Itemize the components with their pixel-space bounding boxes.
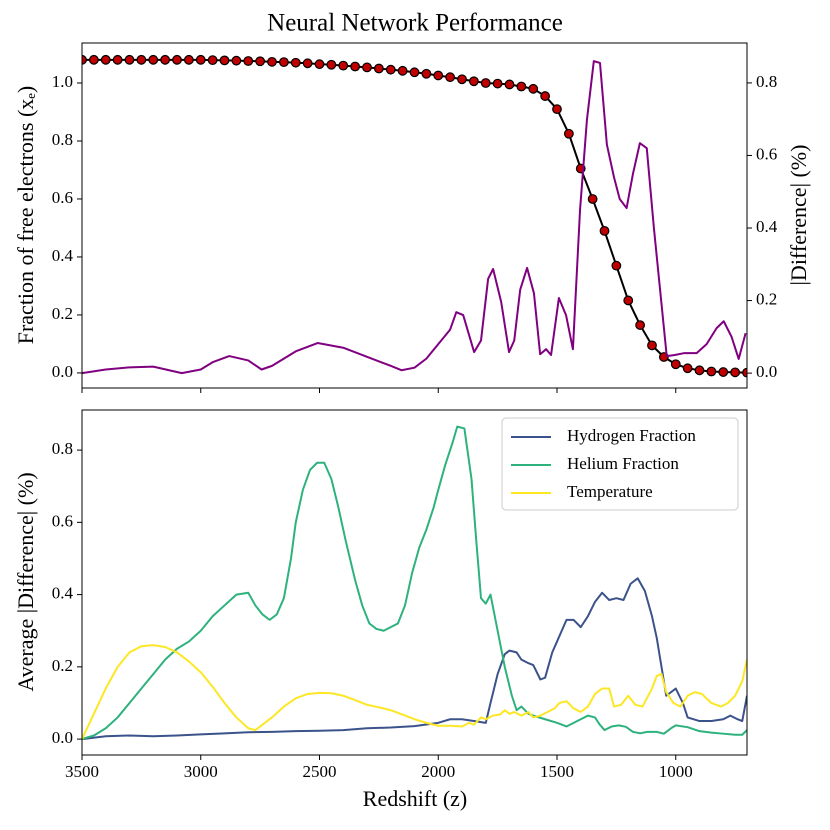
data-point	[397, 65, 408, 76]
data-point	[314, 59, 325, 70]
axes-frame	[81, 42, 748, 389]
data-line	[82, 425, 747, 741]
x-tick-label: 2000	[421, 762, 455, 781]
data-point	[136, 54, 147, 65]
data-point	[124, 54, 135, 65]
legend-label: Hydrogen Fraction	[567, 426, 696, 445]
y-tick-label: 0.4	[52, 584, 74, 603]
data-point	[528, 83, 539, 94]
x-axis-label: Redshift (z)	[363, 786, 467, 811]
data-point	[457, 74, 467, 85]
data-point	[670, 359, 681, 370]
legend-label: Helium Fraction	[567, 454, 679, 473]
data-point	[338, 60, 349, 71]
y-tick-label: 0.8	[52, 439, 73, 458]
data-point	[563, 128, 574, 139]
data-point	[468, 76, 479, 87]
data-point	[326, 59, 337, 70]
x-tick-label: 3000	[184, 762, 218, 781]
data-point	[647, 340, 657, 351]
legend-box	[501, 417, 739, 511]
x-tick-label: 1500	[540, 762, 574, 781]
data-point	[706, 366, 717, 377]
plot-area	[82, 54, 747, 378]
data-point	[682, 363, 693, 374]
data-point	[160, 54, 171, 65]
data-point	[231, 55, 242, 66]
data-point	[183, 54, 194, 65]
data-point	[267, 56, 277, 67]
data-point	[552, 104, 562, 115]
data-point	[219, 55, 230, 66]
data-point	[421, 68, 432, 79]
data-point	[623, 295, 634, 306]
data-point	[730, 367, 741, 378]
data-point	[718, 367, 729, 377]
y-tick-label: 0.2	[52, 304, 73, 323]
y2-tick-label: 0.2	[756, 289, 777, 308]
data-point	[302, 58, 313, 69]
data-point	[195, 54, 206, 65]
y2-tick-label: 0.4	[756, 217, 778, 236]
legend-label: Temperature	[567, 482, 653, 501]
x-tick-label: 3500	[65, 762, 99, 781]
data-point	[516, 81, 527, 92]
y-tick-label: 0.6	[52, 188, 73, 207]
data-point	[504, 79, 515, 90]
data-point	[88, 54, 99, 65]
data-point	[445, 72, 456, 83]
y-tick-label: 0.6	[52, 511, 73, 530]
data-point	[148, 54, 159, 65]
data-point	[243, 56, 254, 66]
data-point	[255, 56, 266, 67]
data-point	[82, 54, 87, 65]
data-point	[694, 365, 705, 376]
data-point	[587, 194, 598, 204]
y2-axis-label: |Difference| (%)	[786, 145, 811, 286]
data-point	[635, 320, 646, 330]
y2-tick-label: 0.6	[756, 144, 777, 163]
data-point	[373, 63, 384, 74]
data-point	[540, 91, 551, 101]
y-tick-label: 1.0	[52, 72, 73, 91]
y-tick-label: 0.8	[52, 130, 73, 149]
y2-tick-label: 0.8	[756, 72, 777, 91]
data-point	[278, 57, 289, 68]
data-line	[82, 577, 747, 741]
y-tick-label: 0.2	[52, 656, 73, 675]
y-axis-label: Fraction of free electrons (xₑ)	[13, 86, 38, 345]
data-point	[611, 260, 622, 271]
data-point	[362, 62, 372, 73]
data-point	[492, 78, 503, 89]
x-tick-label: 1000	[659, 762, 693, 781]
data-point	[207, 55, 218, 66]
y-axis-label: Average |Difference| (%)	[13, 472, 38, 691]
data-point	[290, 57, 301, 68]
data-point	[112, 54, 123, 65]
x-tick-label: 2500	[303, 762, 337, 781]
data-point	[480, 78, 491, 88]
data-line	[82, 644, 747, 740]
data-point	[599, 225, 610, 236]
data-line	[82, 60, 747, 375]
y-tick-label: 0.0	[52, 728, 73, 747]
data-point	[172, 54, 182, 65]
data-point	[742, 367, 747, 378]
axes-frame	[81, 409, 748, 756]
y2-tick-label: 0.0	[756, 362, 777, 381]
data-point	[100, 54, 111, 65]
chart-title: Neural Network Performance	[267, 10, 563, 37]
plot-area	[82, 425, 747, 741]
data-point	[350, 61, 361, 72]
y-tick-label: 0.0	[52, 362, 73, 381]
data-point	[433, 70, 444, 81]
y-tick-label: 0.4	[52, 246, 74, 265]
data-point	[385, 64, 396, 75]
data-point	[409, 67, 420, 78]
